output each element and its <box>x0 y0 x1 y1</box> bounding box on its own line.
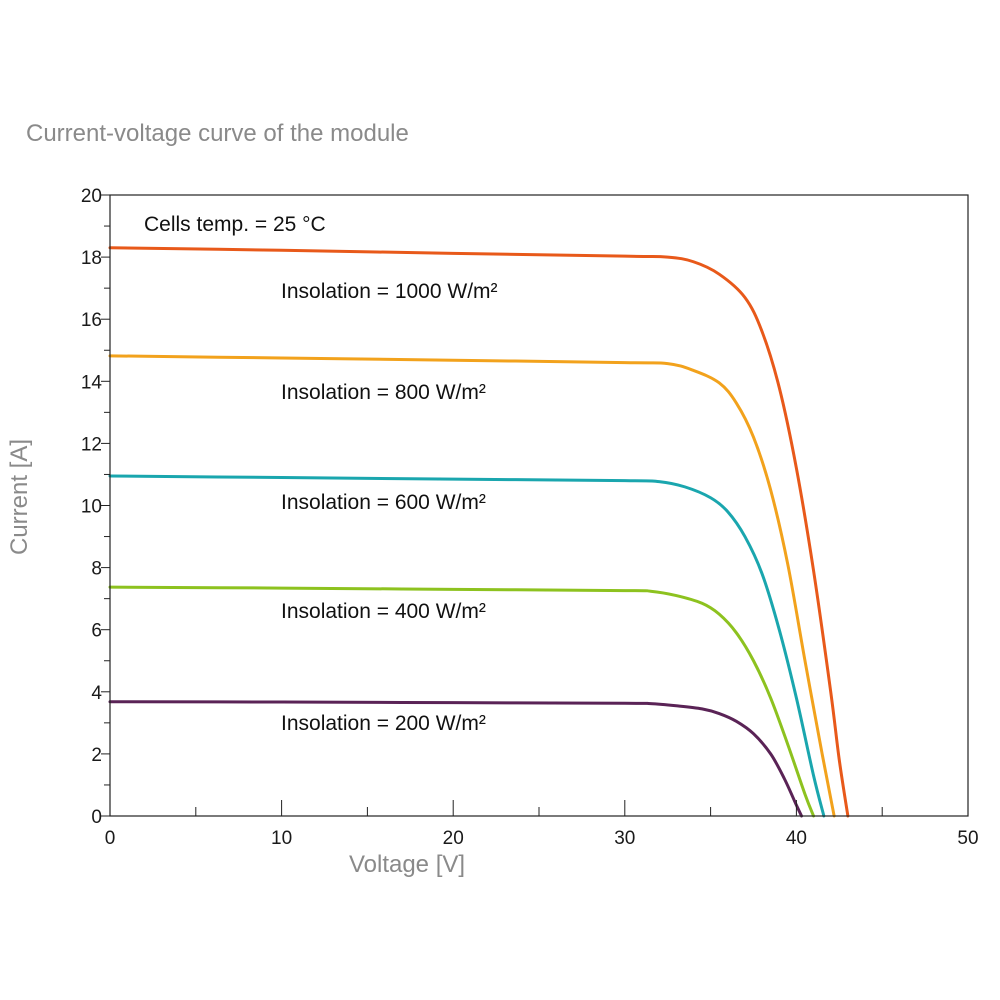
cells-temp-annotation: Cells temp. = 25 °C <box>144 213 326 236</box>
y-tick-label: 0 <box>91 807 102 828</box>
iv-curve-series-3 <box>108 474 826 818</box>
chart-title: Current-voltage curve of the module <box>26 120 409 147</box>
series-label-1: Insolation = 1000 W/m² <box>281 280 498 303</box>
iv-curve-series-2 <box>108 354 836 818</box>
y-tick-label: 8 <box>91 559 102 580</box>
y-tick-label: 6 <box>91 621 102 642</box>
y-tick-label: 12 <box>81 434 102 455</box>
y-axis-title: Current [A] <box>6 439 33 555</box>
x-tick-label: 50 <box>957 828 978 849</box>
y-tick-label: 4 <box>91 683 102 704</box>
x-tick-label: 0 <box>105 828 116 849</box>
iv-curve-series-4 <box>108 585 816 818</box>
series-label-4: Insolation = 400 W/m² <box>281 600 486 623</box>
series-label-3: Insolation = 600 W/m² <box>281 491 486 514</box>
iv-curve-series-1 <box>108 246 850 818</box>
x-tick-label: 30 <box>614 828 635 849</box>
plot-area <box>109 194 969 817</box>
y-tick-label: 16 <box>81 310 102 331</box>
x-tick-label: 10 <box>271 828 292 849</box>
series-curves <box>108 246 850 818</box>
x-axis: 0 10 20 30 40 50 <box>105 800 979 849</box>
y-tick-label: 2 <box>91 745 102 766</box>
y-tick-label: 20 <box>81 186 102 207</box>
x-axis-title: Voltage [V] <box>349 851 465 878</box>
series-label-2: Insolation = 800 W/m² <box>281 381 486 404</box>
x-tick-label: 40 <box>786 828 807 849</box>
iv-curve-series-5 <box>108 700 804 818</box>
y-tick-label: 14 <box>81 372 103 393</box>
y-axis: 0 2 4 6 8 10 12 14 16 18 20 <box>81 186 110 828</box>
y-tick-label: 18 <box>81 248 102 269</box>
y-tick-label: 10 <box>81 497 102 518</box>
x-tick-label: 20 <box>443 828 464 849</box>
series-label-5: Insolation = 200 W/m² <box>281 712 486 735</box>
series-labels: Insolation = 1000 W/m² Insolation = 800 W… <box>281 280 498 735</box>
